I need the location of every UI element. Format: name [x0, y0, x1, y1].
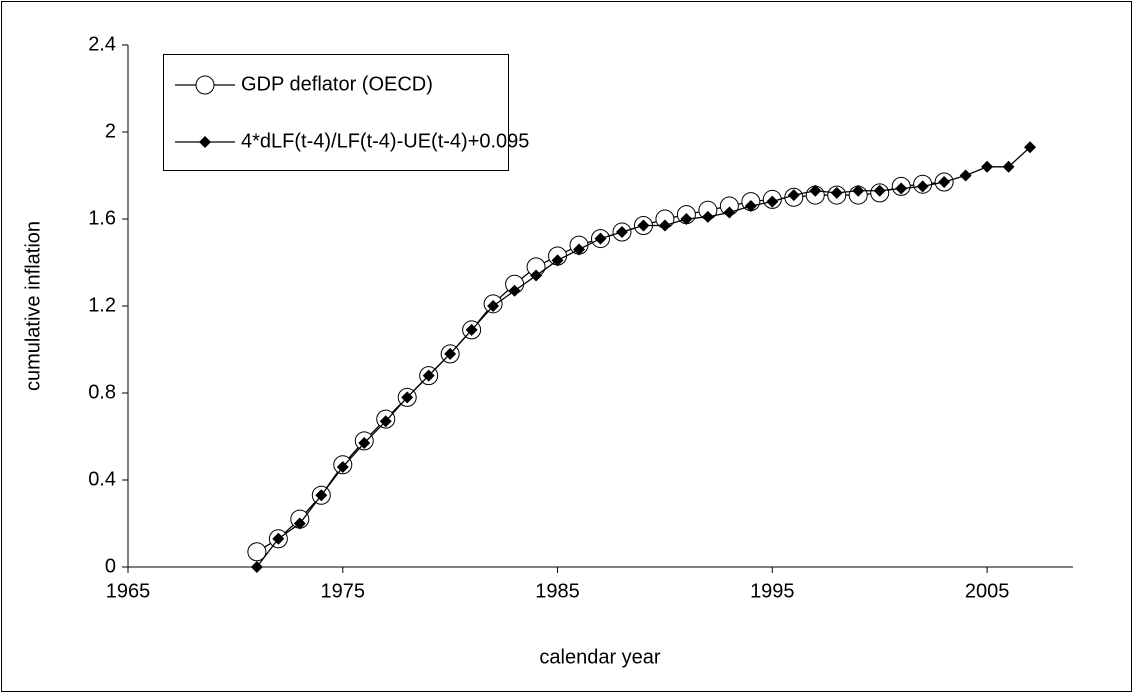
y-tick-label: 0 [105, 555, 116, 577]
x-tick-label: 1985 [535, 580, 580, 602]
x-tick-label: 1995 [750, 580, 795, 602]
marker [938, 176, 951, 189]
marker [401, 391, 414, 404]
marker [379, 415, 392, 428]
marker [293, 517, 306, 530]
marker [852, 184, 865, 197]
marker [787, 189, 800, 202]
marker [981, 160, 994, 173]
marker [615, 226, 628, 239]
marker [637, 219, 650, 232]
marker [508, 284, 521, 297]
marker [873, 184, 886, 197]
y-tick-label: 0.8 [88, 381, 116, 403]
y-axis-label: cumulative inflation [22, 221, 44, 391]
marker [959, 169, 972, 182]
marker [199, 136, 211, 148]
x-tick-label: 2005 [965, 580, 1010, 602]
y-tick-label: 0.4 [88, 468, 116, 490]
marker [487, 300, 500, 312]
marker [573, 243, 586, 256]
marker [422, 369, 435, 382]
marker [250, 561, 263, 573]
marker [444, 347, 457, 360]
x-axis-label: calendar year [539, 646, 661, 668]
marker [701, 210, 714, 223]
marker [916, 180, 929, 193]
marker [809, 184, 822, 197]
y-tick-label: 2.4 [88, 33, 116, 55]
y-tick-label: 1.6 [88, 207, 116, 229]
marker [358, 437, 371, 450]
marker [723, 206, 736, 219]
marker [465, 323, 478, 336]
marker [658, 219, 671, 232]
marker [680, 213, 693, 225]
x-tick-label: 1965 [106, 580, 151, 602]
legend-box [163, 54, 509, 171]
marker [247, 542, 267, 562]
marker [744, 199, 757, 212]
x-tick-label: 1975 [321, 580, 366, 602]
y-tick-label: 2 [105, 120, 116, 142]
marker [336, 460, 349, 473]
y-tick-label: 1.2 [88, 294, 116, 316]
marker [272, 532, 285, 545]
marker [594, 232, 607, 245]
legend-label: 4*dLF(t-4)/LF(t-4)-UE(t-4)+0.095 [241, 130, 529, 152]
marker [551, 254, 564, 267]
marker [1024, 141, 1037, 154]
marker [195, 75, 215, 95]
marker [530, 269, 543, 282]
marker [315, 489, 328, 502]
marker [766, 195, 779, 208]
legend-label: GDP deflator (OECD) [241, 73, 433, 95]
marker [1002, 160, 1015, 173]
marker [830, 186, 843, 199]
marker [895, 182, 908, 195]
